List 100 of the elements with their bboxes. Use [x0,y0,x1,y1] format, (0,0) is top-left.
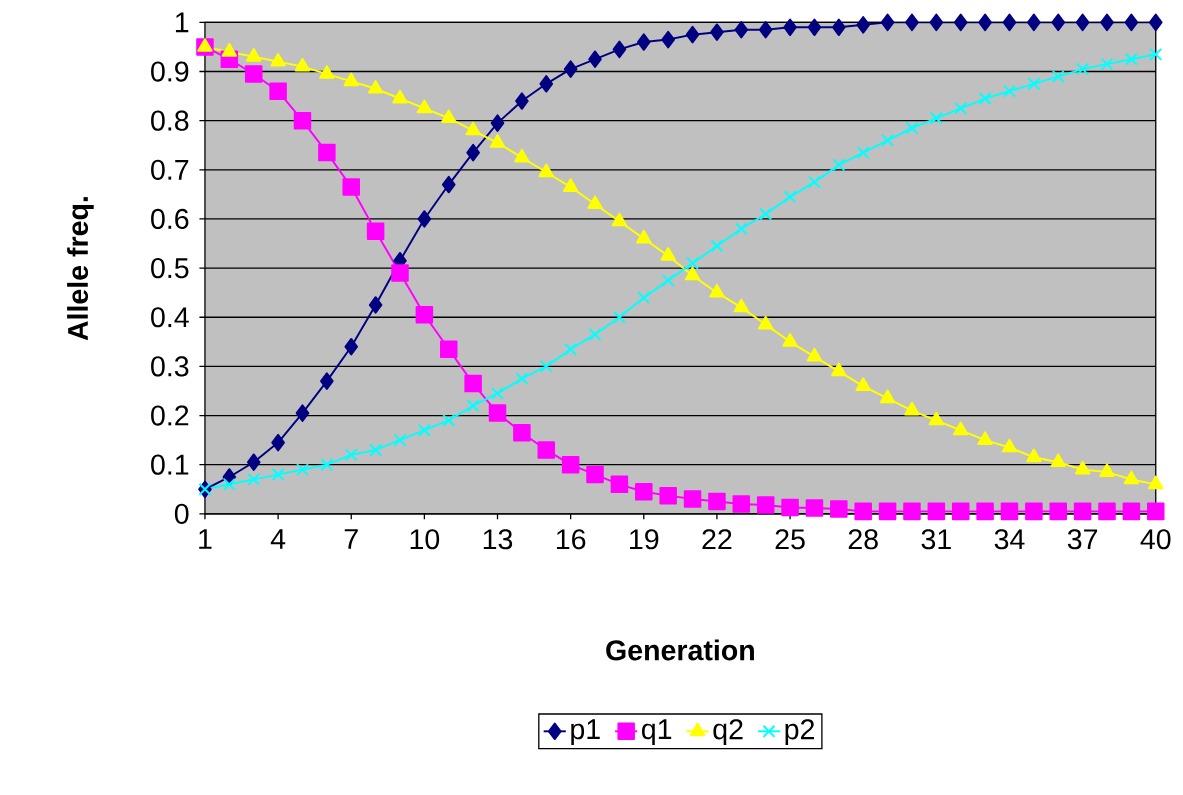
point [515,92,529,110]
point [441,175,456,194]
x-tick-label: 28 [848,529,878,550]
x-tick-label: 40 [1140,529,1171,550]
point [320,458,334,472]
point [564,342,578,356]
point [686,256,700,270]
y-tick-label: 0.2 [151,405,189,426]
point [271,433,285,452]
point [586,465,604,484]
y-tick-label: 0 [174,503,189,524]
point [562,178,579,192]
point [1027,77,1041,91]
point [904,401,920,416]
point [832,158,846,172]
point [880,13,895,32]
point [661,30,675,49]
point [222,477,236,491]
x-tick-label: 7 [344,529,358,549]
point [1123,470,1140,485]
point [442,413,456,427]
point [905,121,919,135]
point [855,377,871,391]
point [710,23,724,41]
point [441,109,457,124]
point [561,455,580,474]
point [366,222,385,240]
point [1148,13,1163,32]
point [539,75,554,93]
point [1001,438,1018,453]
point [537,441,556,459]
point [464,374,482,393]
point [466,399,480,413]
y-tick-label: 0.7 [151,159,189,180]
point [953,13,968,32]
point [978,13,992,32]
point [905,13,919,32]
point [661,273,675,287]
point [758,20,773,39]
point [417,210,432,228]
point [878,502,897,521]
point [1051,69,1065,83]
point [709,283,725,298]
point [927,502,946,521]
y-tick-label: 0.8 [151,110,189,131]
point [636,229,652,244]
point [708,492,726,511]
legend-label: q2 [713,719,743,746]
point [197,38,213,52]
legend-label: p2 [785,719,814,746]
point [538,163,554,178]
point [342,178,360,196]
point [978,92,992,106]
point [1003,84,1016,98]
legend-label: q1 [642,719,672,745]
point [954,101,968,115]
point [246,453,261,471]
point [1026,448,1042,463]
point [732,495,751,513]
point [807,18,822,37]
y-tick-label: 0.5 [151,257,189,279]
point [856,146,870,160]
y-tick-label: 0.9 [151,61,189,82]
point [295,404,310,422]
point [903,502,921,521]
point [1122,502,1141,521]
point [636,33,651,51]
x-tick-label: 16 [556,529,586,550]
legend-label: p1 [571,719,600,745]
point [318,143,336,162]
y-tick-label: 0.4 [151,307,189,328]
x-tick-label: 1 [199,529,212,549]
point [1098,502,1116,521]
point [611,212,628,227]
point [977,431,993,445]
point [587,195,603,210]
point [781,498,799,517]
y-tick-label: 0.3 [151,356,189,377]
point [1148,475,1164,490]
point [783,190,797,204]
point [881,133,895,147]
point [1051,13,1066,32]
point [831,362,847,377]
point [344,337,359,356]
point [491,386,504,400]
point [368,296,383,314]
point [513,423,531,442]
point [756,496,775,514]
point [588,50,602,68]
point [734,20,749,39]
point [392,89,408,104]
point [1073,502,1092,521]
x-axis-title: Generation [606,639,754,661]
point [830,500,848,518]
point [1050,453,1066,468]
x-tick-label: 25 [775,529,805,550]
point [269,82,287,100]
point [588,327,602,341]
point [1000,502,1019,521]
point [367,79,384,94]
